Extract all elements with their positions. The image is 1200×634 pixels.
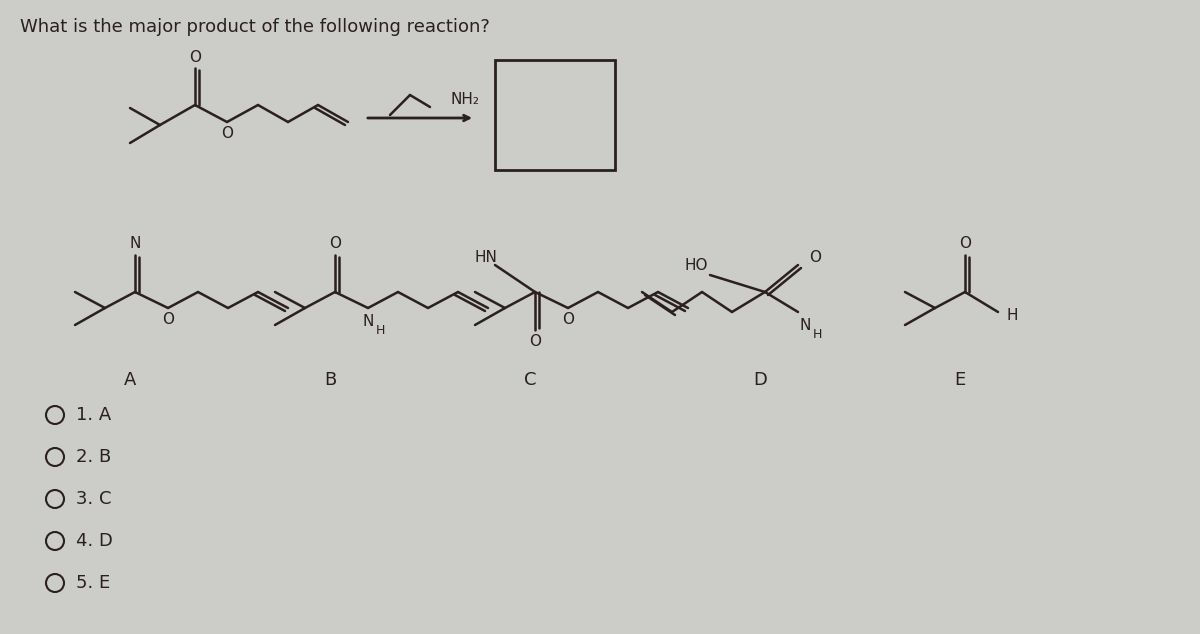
Text: H: H bbox=[812, 328, 822, 342]
Text: 5. E: 5. E bbox=[76, 574, 110, 592]
Text: E: E bbox=[954, 371, 966, 389]
Text: 4. D: 4. D bbox=[76, 532, 113, 550]
Text: O: O bbox=[809, 250, 821, 266]
Text: B: B bbox=[324, 371, 336, 389]
Text: O: O bbox=[329, 235, 341, 250]
Bar bbox=[496, 60, 616, 170]
Text: O: O bbox=[959, 235, 971, 250]
Text: HN: HN bbox=[475, 250, 498, 266]
Text: 1. A: 1. A bbox=[76, 406, 112, 424]
Text: C: C bbox=[523, 371, 536, 389]
Text: H: H bbox=[1007, 307, 1018, 323]
Text: NH₂: NH₂ bbox=[450, 93, 479, 108]
Text: D: D bbox=[754, 371, 767, 389]
Text: HO: HO bbox=[685, 257, 708, 273]
Text: O: O bbox=[562, 313, 574, 328]
Text: O: O bbox=[221, 126, 233, 141]
Text: N: N bbox=[130, 235, 140, 250]
Text: O: O bbox=[190, 51, 202, 65]
Text: A: A bbox=[124, 371, 136, 389]
Text: H: H bbox=[376, 323, 385, 337]
Text: What is the major product of the following reaction?: What is the major product of the followi… bbox=[20, 18, 490, 36]
Text: O: O bbox=[529, 335, 541, 349]
Text: 3. C: 3. C bbox=[76, 490, 112, 508]
Text: N: N bbox=[362, 314, 373, 330]
Text: N: N bbox=[799, 318, 811, 332]
Text: O: O bbox=[162, 313, 174, 328]
Text: 2. B: 2. B bbox=[76, 448, 112, 466]
